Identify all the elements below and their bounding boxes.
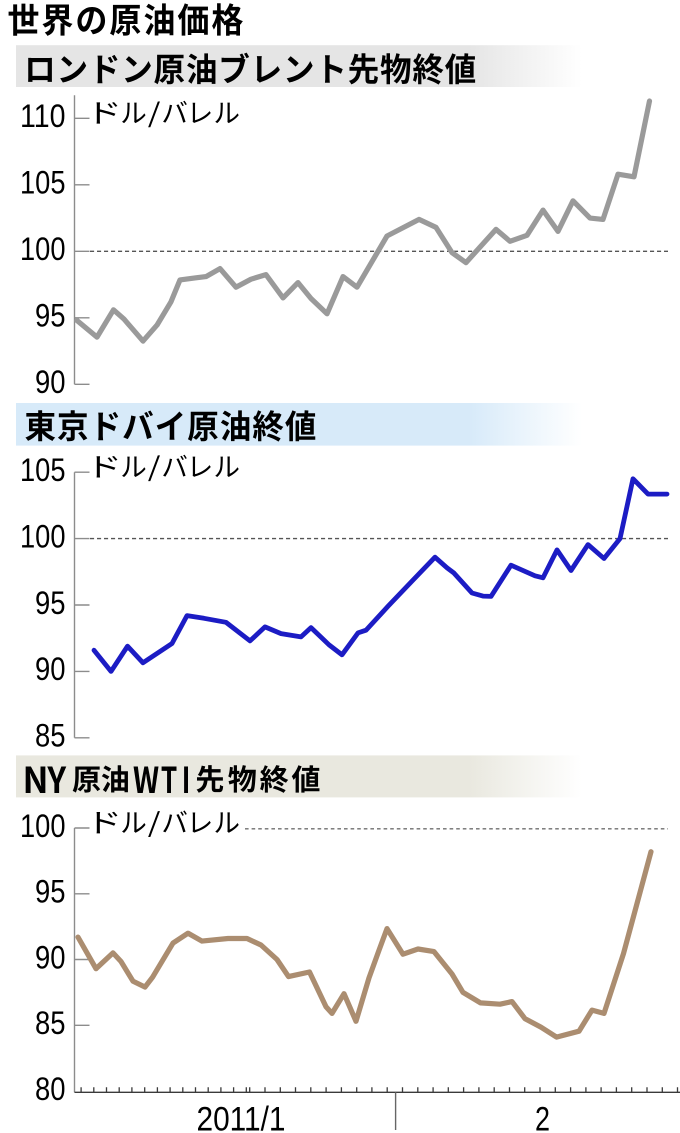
svg-text:105: 105 (20, 452, 66, 488)
svg-text:95: 95 (35, 874, 66, 910)
svg-text:100: 100 (20, 231, 66, 267)
svg-text:100: 100 (20, 808, 66, 844)
svg-text:80: 80 (35, 1071, 66, 1107)
svg-text:105: 105 (20, 165, 66, 201)
svg-text:85: 85 (35, 1005, 66, 1041)
svg-text:95: 95 (35, 298, 66, 334)
svg-text:2011/1: 2011/1 (197, 1101, 286, 1133)
svg-text:85: 85 (35, 718, 66, 754)
svg-text:2: 2 (535, 1101, 550, 1133)
svg-text:95: 95 (35, 585, 66, 621)
svg-text:90: 90 (35, 651, 66, 687)
svg-text:100: 100 (20, 519, 66, 555)
svg-text:110: 110 (20, 98, 66, 134)
svg-text:90: 90 (35, 364, 66, 400)
svg-text:90: 90 (35, 939, 66, 975)
